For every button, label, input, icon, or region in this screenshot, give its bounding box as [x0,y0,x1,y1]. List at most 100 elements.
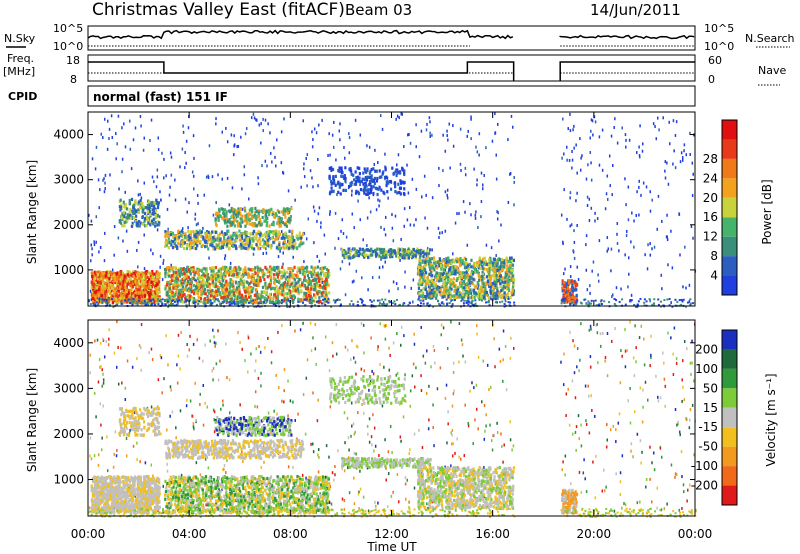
range-cell [174,274,177,278]
range-cell [441,231,443,235]
range-cell [636,190,638,194]
range-cell [569,129,572,133]
range-cell [410,286,413,290]
range-cell [351,212,354,216]
range-cell [458,274,461,279]
range-cell [443,264,446,268]
range-cell [166,207,169,211]
range-cell [226,140,229,144]
range-cell [299,277,302,282]
range-cell [111,282,114,286]
range-cell [364,181,367,186]
range-cell [334,174,337,179]
range-cell [171,266,174,270]
range-cell [151,300,154,304]
range-cell [203,289,206,293]
range-cell [110,114,113,118]
range-cell [96,299,99,303]
range-cell [172,284,175,288]
range-cell [427,285,430,289]
range-cell [355,189,358,193]
range-cell [280,270,283,274]
range-cell [666,213,668,217]
range-cell [387,196,389,200]
range-cell [243,287,246,292]
range-cell [380,188,383,192]
range-cell [353,226,355,230]
range-cell [473,295,476,300]
range-cell [255,217,258,221]
range-cell [118,296,121,300]
range-cell [340,174,343,178]
range-cell [460,277,464,281]
range-cell [202,278,205,282]
range-cell [262,117,264,121]
range-cell [158,283,161,287]
range-cell [318,123,320,127]
range-cell [220,275,224,279]
range-cell [219,232,222,236]
range-cell [229,265,232,270]
range-cell [610,247,613,251]
range-cell [107,270,110,274]
range-cell [162,261,164,265]
range-cell [362,182,365,186]
range-cell [566,217,568,221]
range-cell [198,231,201,235]
range-cell [341,218,344,222]
range-cell [121,294,124,298]
range-cell [355,251,358,255]
range-cell [141,288,144,292]
range-cell [462,200,465,204]
range-cell [235,272,238,276]
range-cell [137,224,141,228]
range-cell [266,220,269,225]
range-cell [277,268,280,273]
range-cell [212,236,215,240]
range-cell [149,213,152,217]
range-cell [218,292,221,296]
range-cell [342,250,345,255]
range-cell [107,273,111,278]
range-cell [441,272,445,277]
range-cell [100,287,103,291]
range-cell [125,285,128,289]
range-cell [235,296,238,300]
range-cell [255,288,258,292]
range-cell [499,267,502,271]
range-cell [92,296,95,301]
range-cell [493,277,497,281]
range-cell [481,281,484,285]
range-cell [320,291,323,295]
range-cell [209,234,212,239]
range-cell [341,248,344,252]
range-cell [304,286,308,291]
range-cell [292,300,295,304]
range-cell [184,235,187,239]
range-cell [473,262,476,266]
range-cell [385,250,388,255]
range-cell [589,291,591,295]
range-cell [230,294,233,298]
range-cell [362,250,365,254]
range-cell [118,279,122,283]
range-cell [132,211,135,215]
range-cell [168,287,171,291]
range-cell [321,269,324,273]
range-cell [268,229,272,234]
range-cell [612,293,614,297]
range-cell [434,283,438,287]
range-cell [213,299,216,303]
range-cell [180,233,183,237]
range-cell [667,263,669,267]
range-cell [246,247,249,251]
range-cell [158,221,161,225]
range-cell [590,118,593,122]
range-cell [195,223,198,227]
range-cell [194,288,197,292]
range-cell [220,207,223,211]
range-cell [196,291,200,296]
range-cell [459,281,463,285]
range-cell [370,187,373,191]
range-cell [153,180,155,184]
